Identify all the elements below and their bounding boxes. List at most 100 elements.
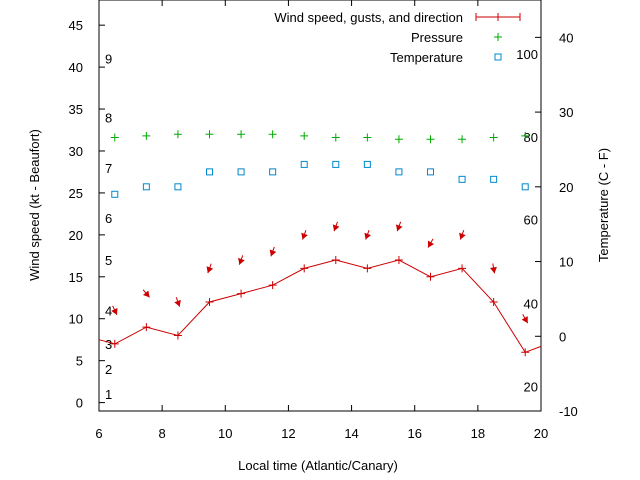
pressure-point [300, 131, 309, 140]
wind-speed-point [237, 289, 246, 298]
wind-speed-point [268, 281, 277, 290]
y2-axis-label: Temperature (C - F) [596, 148, 611, 262]
beaufort-labels: 1 2 3 4 5 6 7 8 9 [105, 52, 112, 403]
wind-arrow-head [238, 257, 245, 265]
wind-arrow [459, 229, 466, 240]
y-tick-label: 45 [69, 18, 83, 33]
wind-arrow [111, 305, 118, 316]
pressure-point [521, 131, 530, 140]
temperature-point [395, 168, 403, 176]
wind-arrow [206, 263, 214, 274]
temperature-point [521, 183, 529, 191]
pressure-point [458, 135, 467, 144]
legend-swatch-marker [475, 13, 521, 21]
beaufort-label: 8 [105, 110, 112, 125]
wind-speed-point [300, 264, 309, 273]
temperature-point [206, 168, 213, 176]
y-tick-label: 5 [76, 354, 83, 369]
temperature-point [332, 160, 340, 168]
wind-arrow [364, 229, 371, 240]
beaufort-label: 6 [105, 211, 112, 226]
wind-arrow-head [269, 249, 277, 257]
wind-arrow [269, 246, 277, 257]
wind-speed-point [142, 323, 151, 332]
y-axis-label: Wind speed (kt - Beaufort) [27, 129, 42, 281]
wind-speed-point [363, 264, 372, 273]
x-tick-label: 6 [95, 426, 102, 441]
fahrenheit-label: 100 [516, 47, 538, 62]
temperature-point [458, 175, 466, 183]
pressure-point [363, 133, 372, 142]
temperature-point [300, 160, 308, 168]
temperature-point [142, 183, 150, 191]
legend-swatch-marker [494, 33, 502, 41]
y-tick-label: 40 [69, 60, 83, 75]
wind-arrow [490, 263, 497, 274]
pressure-point [142, 131, 151, 140]
temperature-point [237, 168, 245, 176]
pressure-point [331, 133, 340, 142]
beaufort-label: 9 [105, 52, 112, 67]
plot-border [98, 0, 542, 412]
wind-arrow [174, 297, 181, 307]
wind-arrow [521, 314, 529, 324]
temperature-point [111, 190, 119, 198]
legend: Wind speed, gusts, and direction Pressure… [274, 10, 521, 65]
y-tick-label: 10 [69, 312, 83, 327]
beaufort-label: 7 [105, 161, 112, 176]
legend-label: Wind speed, gusts, and direction [274, 10, 463, 25]
wind-arrow-head [521, 316, 528, 324]
wind-arrow [142, 289, 150, 298]
wind-speed-point [521, 348, 530, 357]
wind-speed-point [110, 339, 119, 348]
x-tick-label: 8 [159, 426, 166, 441]
wind-speed-point [331, 256, 340, 265]
fahrenheit-label: 60 [524, 213, 538, 228]
y2-tick-label: 10 [559, 255, 573, 270]
x-tick-label: 14 [344, 426, 358, 441]
wind-arrow-head [459, 232, 466, 240]
beaufort-label: 1 [105, 387, 112, 402]
temperature-point [363, 160, 371, 168]
data-series [98, 130, 542, 357]
fahrenheit-labels: 20 40 60 80 100 [516, 47, 538, 395]
y-tick-label: 20 [69, 228, 83, 243]
pressure-point [110, 133, 119, 142]
y2-tick-label: 20 [559, 180, 573, 195]
beaufort-label: 5 [105, 253, 112, 268]
wind-arrow [395, 221, 403, 232]
pressure-point [489, 133, 498, 142]
y-tick-label: 30 [69, 144, 83, 159]
wind-arrow-head [206, 266, 214, 274]
pressure-point [205, 130, 214, 139]
wind-speed-point [205, 297, 214, 306]
temperature-point [490, 175, 498, 183]
x-tick-label: 18 [471, 426, 485, 441]
axis-ticks: 6 8 10 12 14 16 18 20051015202530354045-1001020… [69, 0, 578, 441]
wind-speed-line [98, 259, 542, 353]
wind-arrow-head [364, 232, 371, 240]
fahrenheit-label: 20 [524, 379, 538, 394]
wind-direction-arrows [111, 221, 529, 324]
legend-swatch-marker [494, 53, 502, 61]
wind-speed-point [426, 272, 435, 281]
y-tick-label: 35 [69, 102, 83, 117]
pressure-point [268, 130, 277, 139]
wind-arrow-head [395, 224, 403, 232]
x-axis-label: Local time (Atlantic/Canary) [238, 458, 398, 473]
wind-arrow-head [143, 290, 150, 298]
y2-tick-label: 40 [559, 30, 573, 45]
plot-frame [98, 0, 542, 412]
wind-arrow [238, 255, 245, 265]
x-tick-label: 12 [281, 426, 295, 441]
wind-arrow-head [174, 299, 181, 307]
wind-arrow-head [301, 232, 308, 240]
pressure-point [237, 130, 246, 139]
wind-speed-point [394, 256, 403, 265]
wind-arrow [332, 221, 340, 232]
temperature-point [427, 168, 434, 176]
x-tick-label: 10 [218, 426, 232, 441]
fahrenheit-label: 40 [524, 296, 538, 311]
